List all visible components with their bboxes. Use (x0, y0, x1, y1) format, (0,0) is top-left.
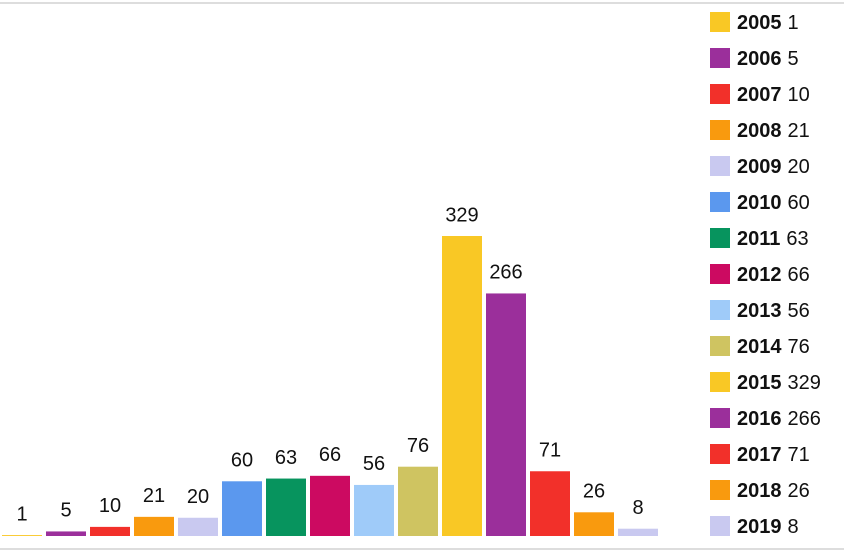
data-label: 20 (187, 486, 209, 508)
legend-swatch (710, 444, 730, 464)
bar (398, 466, 438, 536)
legend-swatch (710, 156, 730, 176)
legend-value: 63 (786, 228, 808, 250)
legend-swatch (710, 48, 730, 68)
legend-year: 2018 (737, 480, 782, 502)
legend-year: 2013 (737, 300, 782, 322)
bar (2, 535, 42, 536)
data-label: 63 (275, 447, 297, 469)
legend-swatch (710, 12, 730, 32)
legend-value: 1 (788, 12, 799, 34)
legend-value: 71 (788, 444, 810, 466)
data-label: 266 (489, 262, 522, 284)
legend-year: 2015 (737, 372, 782, 394)
bar (310, 475, 350, 536)
bar (574, 512, 614, 536)
data-label: 1 (16, 503, 27, 525)
legend-value: 266 (788, 408, 821, 430)
legend-value: 10 (788, 84, 810, 106)
legend-year: 2017 (737, 444, 782, 466)
data-label: 76 (407, 435, 429, 457)
legend-swatch (710, 84, 730, 104)
legend-swatch (710, 120, 730, 140)
data-label: 10 (99, 495, 121, 517)
legend-swatch (710, 300, 730, 320)
legend-entry: 2010 60 (737, 192, 810, 214)
legend-entry: 2008 21 (737, 120, 810, 142)
legend-swatch (710, 192, 730, 212)
bar (222, 481, 262, 536)
legend-entry: 2006 5 (737, 48, 799, 70)
legend-year: 2014 (737, 336, 782, 358)
legend-swatch (710, 264, 730, 284)
data-label: 66 (319, 444, 341, 466)
legend-value: 60 (788, 192, 810, 214)
legend-value: 329 (788, 372, 821, 394)
legend-swatch (710, 228, 730, 248)
legend-year: 2009 (737, 156, 782, 178)
bar (266, 478, 306, 536)
legend-entry: 2013 56 (737, 300, 810, 322)
legend-value: 8 (788, 516, 799, 538)
bar (486, 293, 526, 536)
legend-entry: 2007 10 (737, 84, 810, 106)
legend-entry: 2016 266 (737, 408, 821, 430)
legend-year: 2019 (737, 516, 782, 538)
data-label: 71 (539, 440, 561, 462)
legend-entry: 2005 1 (737, 12, 799, 34)
bar (354, 484, 394, 536)
legend-value: 76 (788, 336, 810, 358)
data-label: 26 (583, 481, 605, 503)
legend-year: 2011 (737, 228, 780, 250)
legend-swatch (710, 372, 730, 392)
legend-year: 2005 (737, 12, 782, 34)
legend-swatch (710, 408, 730, 428)
bar (618, 528, 658, 536)
legend-swatch (710, 336, 730, 356)
legend-value: 66 (788, 264, 810, 286)
legend-entry: 2011 63 (737, 228, 809, 250)
legend-year: 2007 (737, 84, 782, 106)
legend-entry: 2019 8 (737, 516, 799, 538)
legend-year: 2016 (737, 408, 782, 430)
legend-entry: 2015 329 (737, 372, 821, 394)
bar (46, 531, 86, 536)
legend-entry: 2017 71 (737, 444, 810, 466)
legend-entry: 2014 76 (737, 336, 810, 358)
legend-swatch (710, 480, 730, 500)
data-label: 60 (231, 450, 253, 472)
bar (442, 236, 482, 536)
data-label: 56 (363, 453, 385, 475)
legend-value: 20 (788, 156, 810, 178)
legend-value: 26 (788, 480, 810, 502)
data-label: 5 (60, 500, 71, 522)
legend-value: 21 (788, 120, 810, 142)
legend-entry: 2018 26 (737, 480, 810, 502)
legend-year: 2006 (737, 48, 782, 70)
legend-value: 5 (788, 48, 799, 70)
legend-year: 2008 (737, 120, 782, 142)
legend-year: 2010 (737, 192, 782, 214)
data-label: 21 (143, 485, 165, 507)
legend-swatch (710, 516, 730, 536)
bar (530, 471, 570, 536)
bar (90, 526, 130, 536)
bar (134, 516, 174, 536)
data-label: 8 (632, 497, 643, 519)
data-label: 329 (445, 204, 478, 226)
legend-year: 2012 (737, 264, 782, 286)
legend-entry: 2012 66 (737, 264, 810, 286)
legend-value: 56 (788, 300, 810, 322)
bar (178, 517, 218, 536)
legend-entry: 2009 20 (737, 156, 810, 178)
